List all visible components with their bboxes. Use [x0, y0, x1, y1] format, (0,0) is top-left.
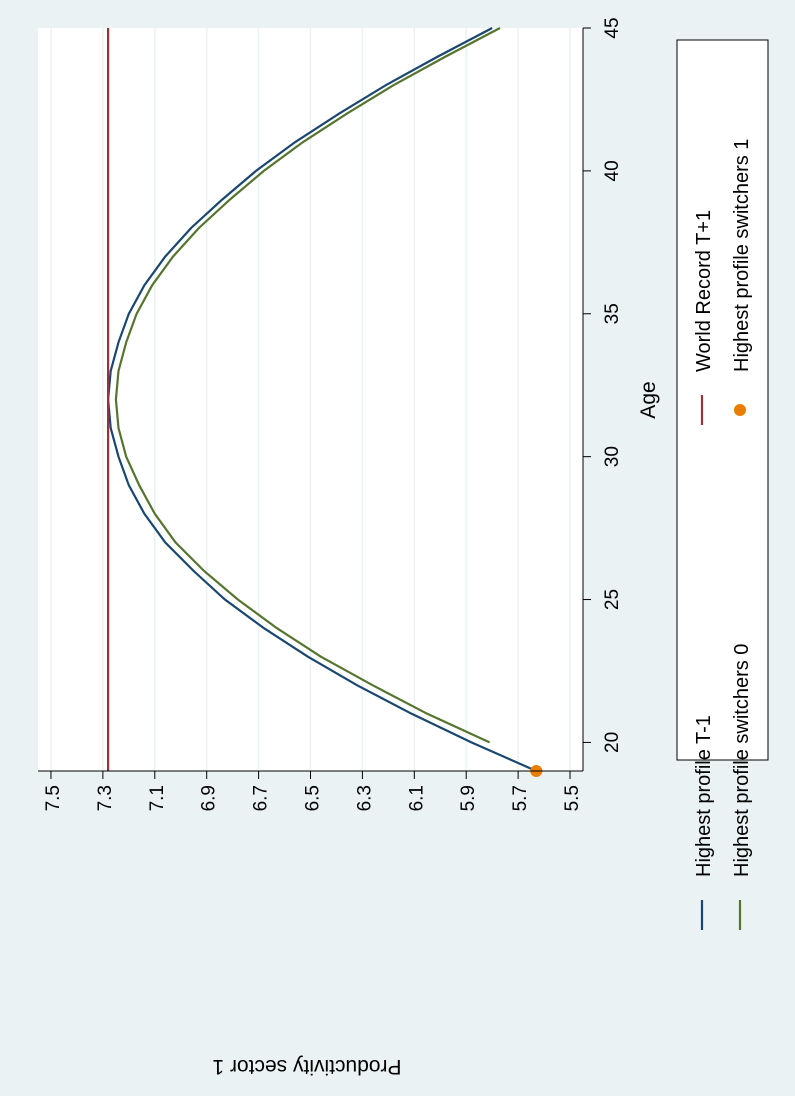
y-tick-label: 5.5: [562, 785, 583, 811]
legend-label: Highest profile switchers 0: [731, 644, 753, 877]
y-tick-label: 7.1: [147, 785, 168, 811]
legend-label: Highest profile T-1: [693, 715, 715, 877]
legend-key: [734, 404, 746, 416]
y-tick-label: 6.3: [354, 785, 375, 811]
y-tick-label: 7.5: [43, 785, 64, 811]
legend-box: [676, 39, 769, 761]
series-layer: [106, 27, 543, 777]
x-axis-title: Age: [637, 381, 660, 418]
x-tick-label: 30: [602, 446, 623, 467]
y-tick-label: 6.9: [199, 785, 220, 811]
y-tick-label: 5.9: [458, 785, 479, 811]
y-ticks: 5.5 5.7 5.9 6.1 6.3 6.5 6.7 6.9 7.1 7.3 7.5: [43, 771, 583, 811]
y-tick-label: 6.7: [251, 785, 272, 811]
y-tick-label: 7.3: [95, 785, 116, 811]
x-tick-label: 20: [602, 732, 623, 753]
legend-label: Highest profile switchers 1: [731, 139, 753, 372]
x-tick-label: 45: [602, 17, 623, 38]
y-tick-label: 6.5: [303, 785, 324, 811]
series-line-1: [114, 27, 501, 744]
y-axis-title: Productivity sector 1: [212, 1055, 401, 1078]
gridlines: [50, 28, 571, 771]
legend-label: World Record T+1: [693, 210, 715, 372]
legend: Highest profile T-1 Highest profile switc…: [693, 139, 753, 930]
x-ticks: 20 25 30 35 40 45: [583, 17, 623, 753]
x-tick-label: 35: [602, 303, 623, 324]
y-tick-label: 6.1: [406, 785, 427, 811]
y-tick-label: 5.7: [510, 785, 531, 811]
x-tick-label: 40: [602, 160, 623, 181]
x-tick-label: 25: [602, 589, 623, 610]
